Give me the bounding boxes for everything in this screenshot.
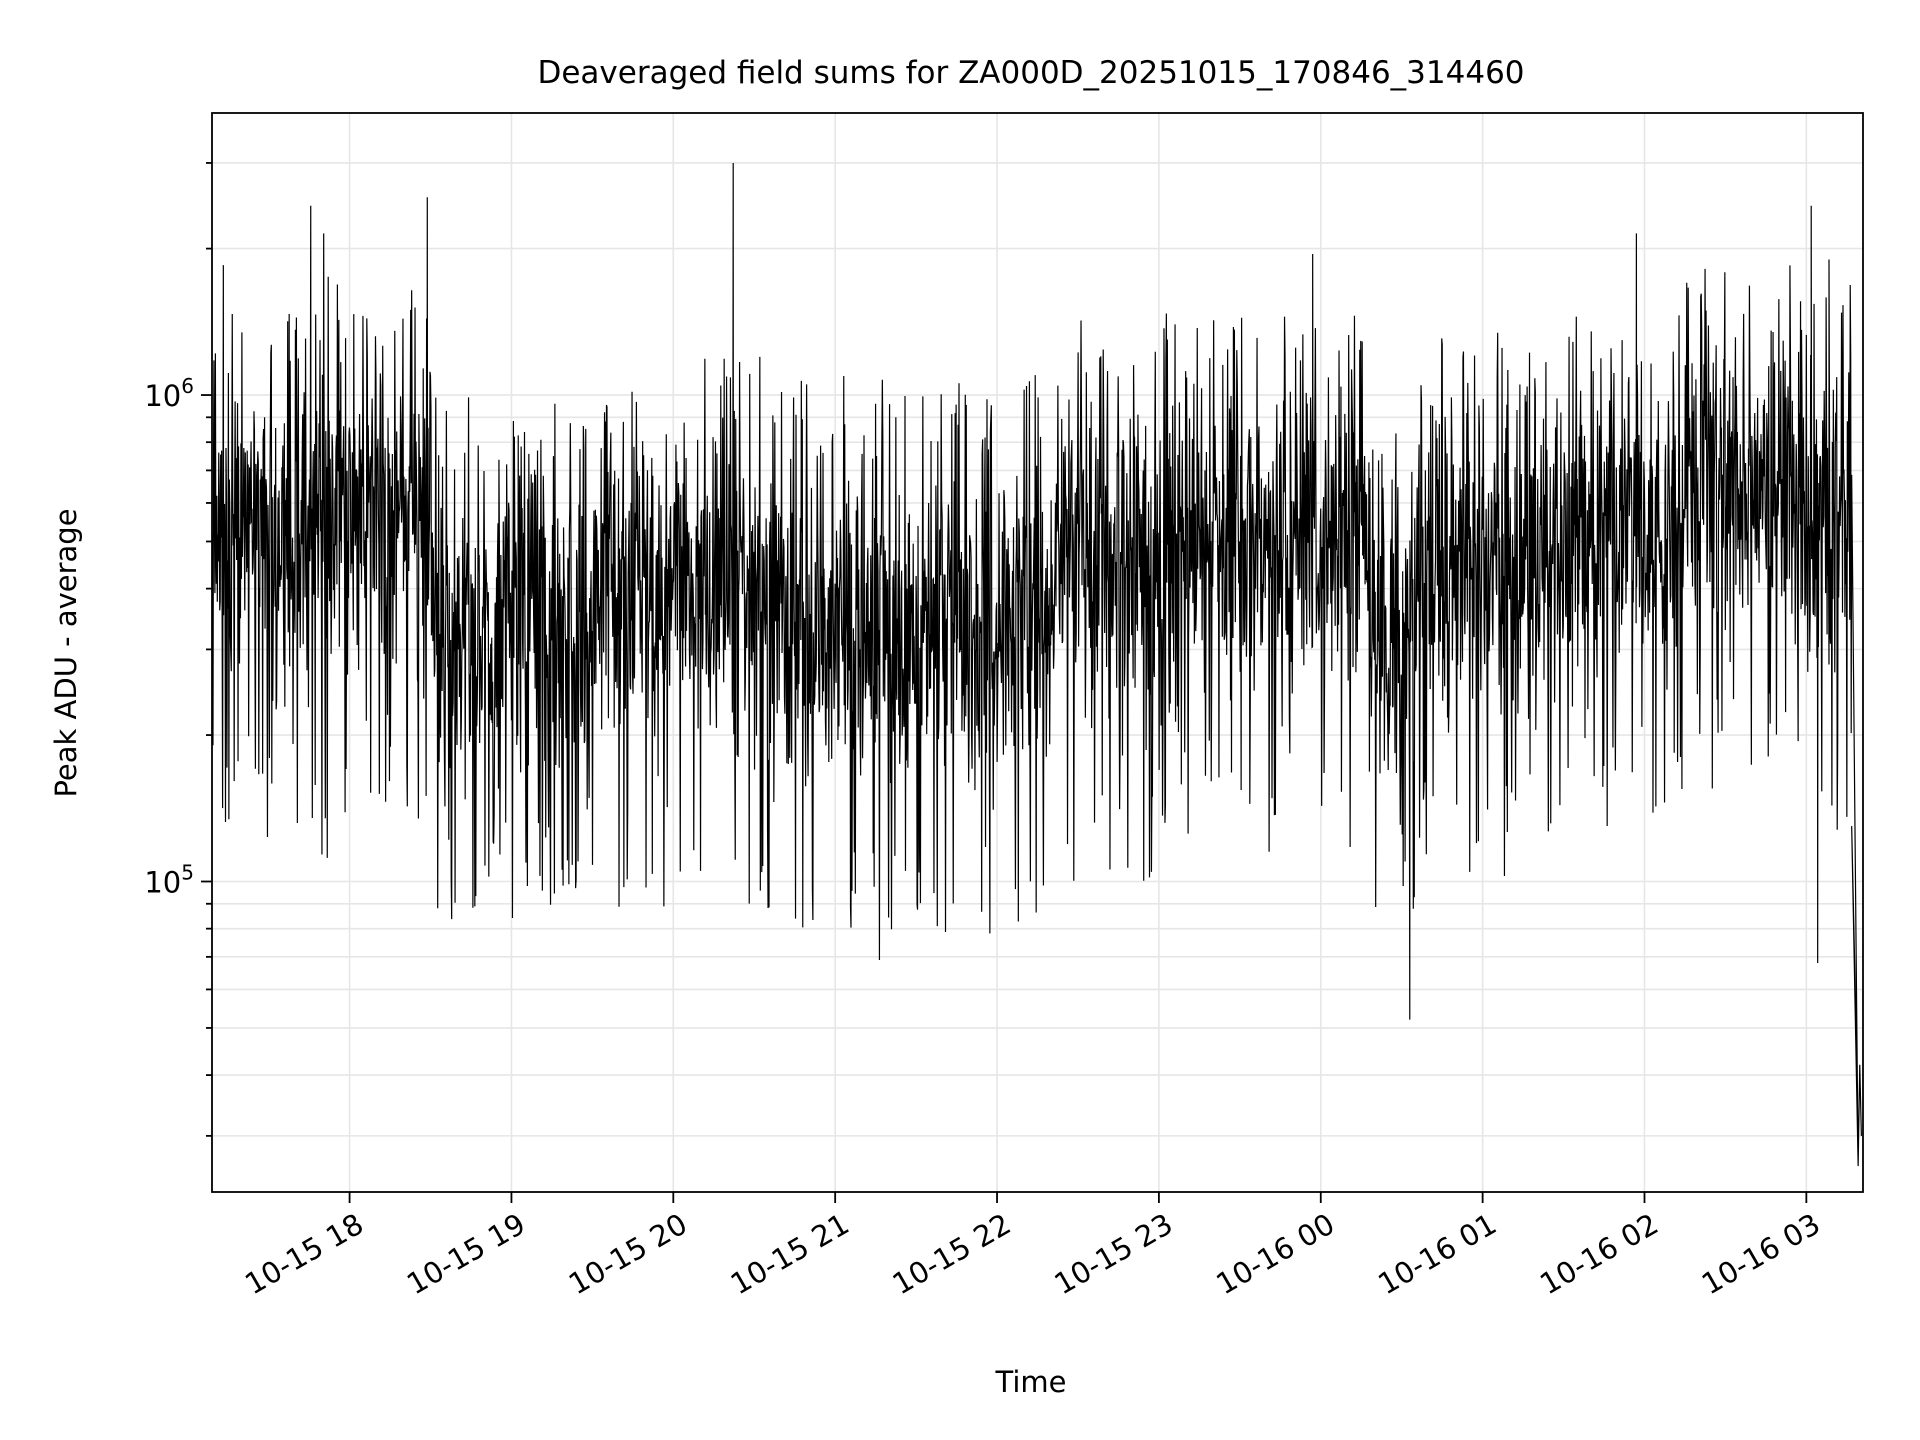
x-axis-label: Time bbox=[995, 1365, 1067, 1399]
y-tick-exponent: 6 bbox=[181, 374, 194, 398]
y-tick-label: 105 bbox=[144, 861, 194, 900]
y-tick-base: 10 bbox=[144, 866, 181, 900]
y-tick-exponent: 5 bbox=[181, 861, 194, 885]
plot-frame bbox=[211, 112, 1864, 1193]
y-axis-label: Peak ADU - average bbox=[49, 508, 83, 797]
chart-title: Deaveraged field sums for ZA000D_2025101… bbox=[537, 55, 1524, 91]
series-line bbox=[211, 162, 1862, 1167]
y-tick-base: 10 bbox=[144, 379, 181, 413]
series-layer bbox=[211, 162, 1862, 1167]
y-tick-label: 106 bbox=[144, 374, 194, 413]
